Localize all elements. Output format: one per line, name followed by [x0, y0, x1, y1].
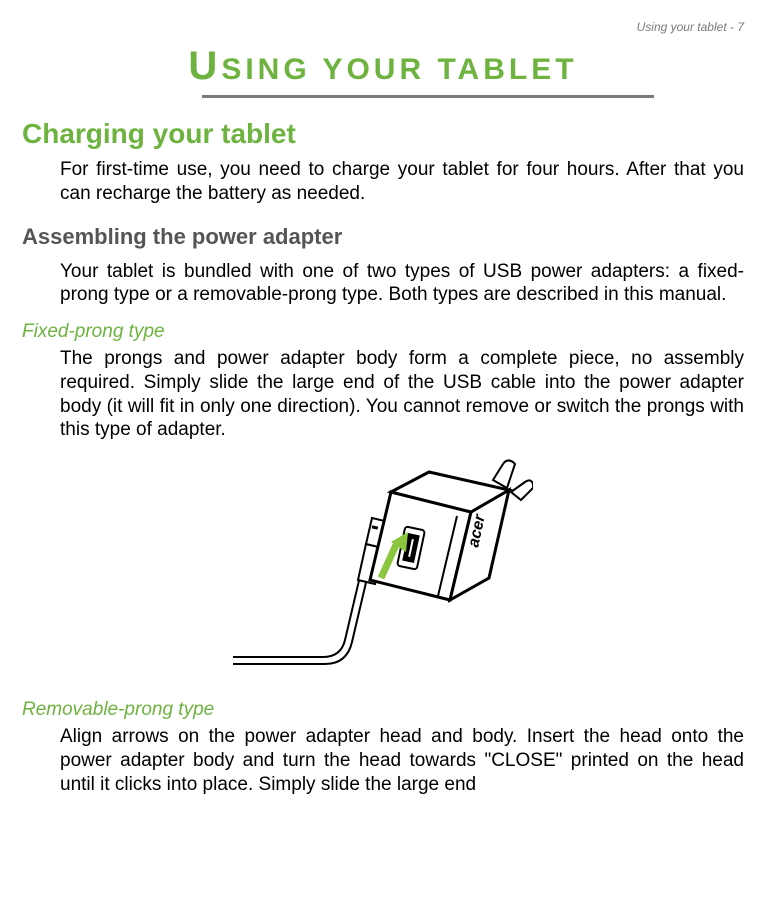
chapter-title: USING YOUR TABLET	[22, 44, 744, 89]
para-fixed-1: The prongs and power adapter body form a…	[60, 347, 744, 442]
running-head: Using your tablet - 7	[22, 20, 744, 34]
adapter-icon: acer	[233, 450, 533, 680]
heading-assembling: Assembling the power adapter	[22, 224, 744, 250]
chapter-first-letter: U	[188, 44, 221, 88]
heading-fixed-prong: Fixed-prong type	[22, 321, 744, 343]
heading-charging: Charging your tablet	[22, 118, 744, 150]
para-assembling-1: Your tablet is bundled with one of two t…	[60, 260, 744, 308]
para-charging-1: For first-time use, you need to charge y…	[60, 158, 744, 206]
chapter-rule	[202, 95, 654, 98]
chapter-rest: SING YOUR TABLET	[221, 53, 577, 86]
para-removable-1: Align arrows on the power adapter head a…	[60, 725, 744, 796]
page: Using your tablet - 7 USING YOUR TABLET …	[0, 0, 766, 908]
figure-adapter: acer	[22, 450, 744, 685]
heading-removable-prong: Removable-prong type	[22, 699, 744, 721]
